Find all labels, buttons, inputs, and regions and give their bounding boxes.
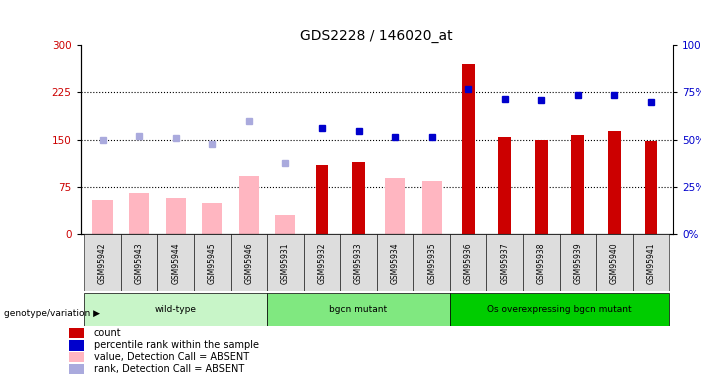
Bar: [462, 64, 475, 234]
Text: GSM95932: GSM95932: [318, 243, 327, 284]
Text: GSM95938: GSM95938: [537, 243, 546, 284]
Text: count: count: [94, 328, 121, 338]
Bar: [523, 234, 559, 291]
Bar: [231, 234, 267, 291]
Bar: [158, 234, 194, 291]
Text: GSM95943: GSM95943: [135, 243, 144, 284]
Bar: [450, 234, 486, 291]
Bar: [84, 234, 121, 291]
Bar: [84, 292, 267, 326]
Bar: [202, 203, 222, 234]
Text: GSM95935: GSM95935: [427, 243, 436, 284]
Text: GSM95939: GSM95939: [573, 243, 583, 284]
Bar: [194, 234, 231, 291]
Bar: [385, 178, 405, 234]
Bar: [275, 215, 295, 234]
Title: GDS2228 / 146020_at: GDS2228 / 146020_at: [301, 28, 453, 43]
Bar: [304, 234, 340, 291]
Text: bgcn mutant: bgcn mutant: [329, 305, 388, 314]
Bar: [69, 328, 84, 338]
Bar: [69, 340, 84, 351]
Bar: [315, 165, 328, 234]
Bar: [414, 234, 450, 291]
Bar: [571, 135, 585, 234]
Text: GSM95937: GSM95937: [501, 243, 509, 284]
Text: rank, Detection Call = ABSENT: rank, Detection Call = ABSENT: [94, 364, 244, 374]
Text: percentile rank within the sample: percentile rank within the sample: [94, 340, 259, 351]
Text: GSM95942: GSM95942: [98, 243, 107, 284]
Text: wild-type: wild-type: [155, 305, 197, 314]
Bar: [69, 352, 84, 362]
Bar: [377, 234, 414, 291]
Text: GSM95940: GSM95940: [610, 243, 619, 284]
Bar: [559, 234, 596, 291]
Text: GSM95944: GSM95944: [171, 243, 180, 284]
Bar: [486, 234, 523, 291]
Text: GSM95931: GSM95931: [281, 243, 290, 284]
Text: value, Detection Call = ABSENT: value, Detection Call = ABSENT: [94, 352, 249, 362]
Text: genotype/variation ▶: genotype/variation ▶: [4, 309, 100, 318]
Bar: [267, 234, 304, 291]
Bar: [498, 136, 511, 234]
Text: GSM95945: GSM95945: [207, 243, 217, 284]
Bar: [535, 140, 547, 234]
Bar: [121, 234, 158, 291]
Bar: [267, 292, 450, 326]
Bar: [608, 132, 621, 234]
Text: GSM95934: GSM95934: [390, 243, 400, 284]
Text: GSM95941: GSM95941: [646, 243, 655, 284]
Bar: [633, 234, 669, 291]
Bar: [93, 200, 113, 234]
Bar: [645, 141, 658, 234]
Text: GSM95936: GSM95936: [463, 243, 472, 284]
Bar: [340, 234, 377, 291]
Bar: [129, 194, 149, 234]
Bar: [239, 176, 259, 234]
Bar: [421, 181, 442, 234]
Bar: [165, 198, 186, 234]
Text: Os overexpressing bgcn mutant: Os overexpressing bgcn mutant: [487, 305, 632, 314]
Bar: [352, 162, 365, 234]
Bar: [69, 364, 84, 374]
Text: GSM95933: GSM95933: [354, 243, 363, 284]
Bar: [450, 292, 669, 326]
Bar: [596, 234, 633, 291]
Text: GSM95946: GSM95946: [245, 243, 253, 284]
